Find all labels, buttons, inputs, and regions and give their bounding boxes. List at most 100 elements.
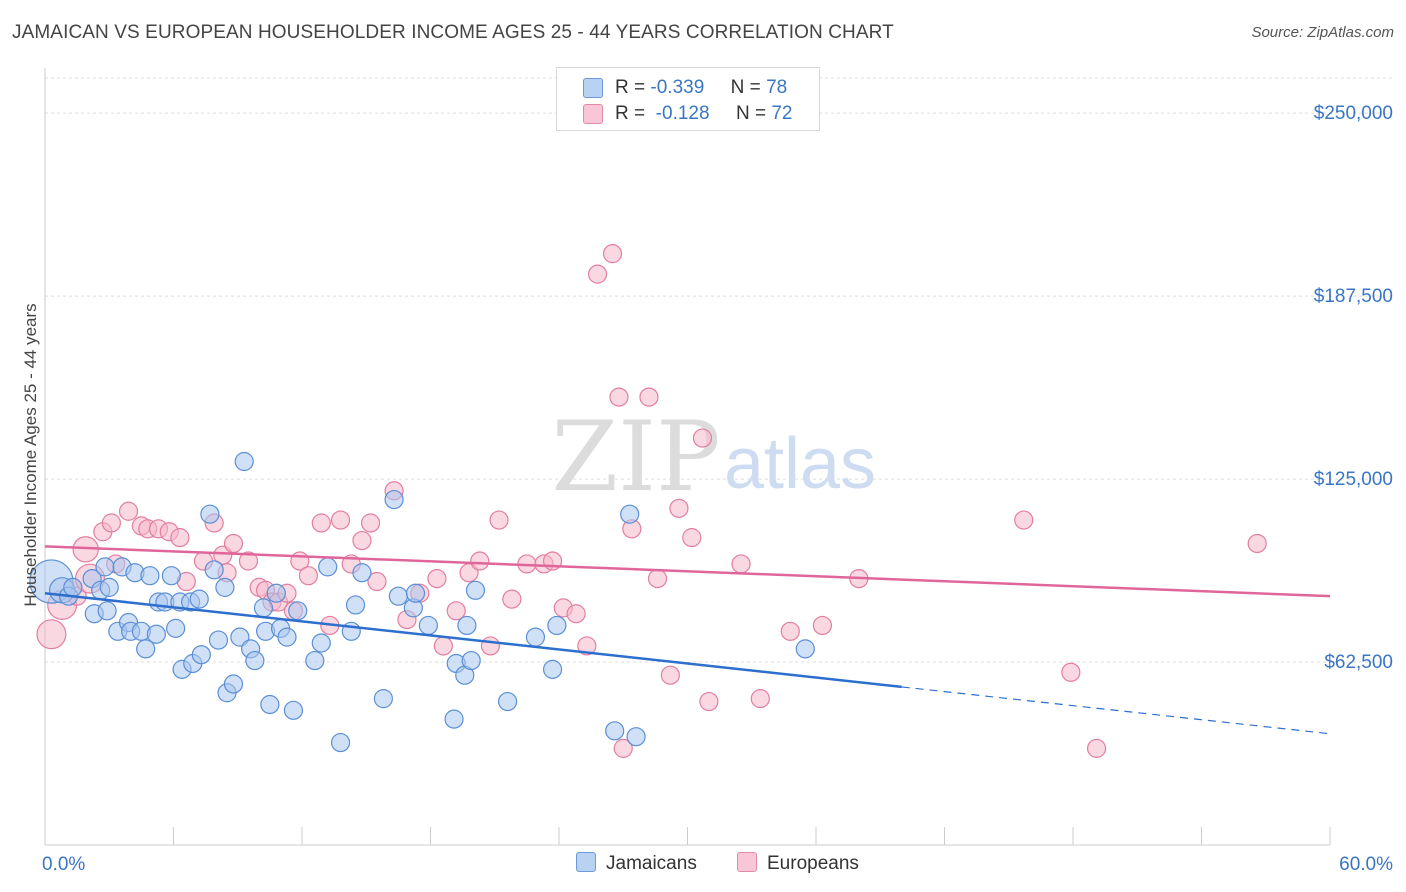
jamaican-point — [311, 633, 331, 653]
jamaican-point — [204, 560, 224, 580]
legend-r-value: -0.339 — [650, 77, 705, 98]
jamaican-point — [388, 586, 408, 606]
legend-r-label: R = — [615, 77, 646, 98]
european-point — [660, 665, 680, 685]
jamaican-point — [283, 700, 304, 720]
jamaican-point — [245, 650, 265, 671]
data-points — [29, 244, 1267, 758]
watermark-atlas: atlas — [724, 424, 876, 504]
european-point — [1247, 533, 1267, 554]
trend-lines — [44, 545, 1331, 735]
legend-swatch-blue — [576, 852, 596, 872]
jamaican-point — [498, 691, 518, 712]
jamaican-point — [200, 504, 220, 524]
x-tick-label-min: 0.0% — [42, 854, 85, 875]
y-tick-label: $187,500 — [1314, 286, 1393, 307]
jamaican-point — [305, 650, 325, 671]
jamaican-point — [191, 645, 211, 665]
chart-title: JAMAICAN VS EUROPEAN HOUSEHOLDER INCOME … — [12, 22, 894, 43]
jamaican-point — [97, 601, 117, 621]
jamaican-point — [140, 566, 160, 586]
legend-item-jamaicans: Jamaicans — [576, 852, 697, 875]
jamaican-point — [542, 659, 563, 679]
source-note: Source: ZipAtlas.com — [1251, 24, 1394, 41]
european-point — [587, 264, 608, 284]
legend-r-label: R = — [615, 103, 646, 124]
jamaican-point — [418, 615, 438, 636]
european-point — [577, 636, 597, 656]
european-point — [609, 387, 629, 407]
jamaican-trend-extension — [901, 686, 1331, 735]
european-point — [699, 691, 719, 712]
jamaican-point — [288, 601, 308, 621]
gridlines — [45, 77, 1395, 663]
european-point — [1086, 738, 1107, 758]
european-point — [639, 387, 659, 407]
european-point — [470, 551, 490, 571]
european-point — [367, 571, 387, 592]
european-point — [682, 528, 702, 548]
y-axis-label: Householder Income Ages 25 - 44 years — [21, 303, 40, 606]
european-trend-line — [44, 545, 1331, 598]
european-point — [647, 568, 668, 589]
jamaican-point — [318, 557, 338, 577]
jamaican-point — [345, 595, 366, 615]
legend-n-value: 72 — [771, 103, 793, 124]
x-tick-label-max: 60.0% — [1339, 854, 1393, 875]
european-point — [352, 530, 372, 551]
jamaican-point — [384, 489, 404, 510]
watermark-zip: ZIP — [551, 401, 720, 513]
european-point — [731, 554, 751, 574]
european-point — [692, 428, 713, 448]
legend-label-jamaicans: Jamaicans — [606, 853, 697, 874]
european-point — [360, 513, 381, 533]
jamaican-point — [547, 615, 567, 636]
jamaican-point — [461, 650, 481, 671]
european-point — [311, 513, 331, 533]
jamaican-point — [95, 557, 115, 577]
legend-swatch-blue — [583, 78, 603, 98]
european-point — [480, 636, 501, 656]
european-point — [750, 689, 770, 709]
legend-n-label: N = — [730, 77, 761, 98]
european-point — [427, 568, 447, 589]
european-point — [780, 621, 800, 641]
legend-swatch-pink — [737, 852, 757, 872]
jamaican-point — [189, 589, 209, 609]
european-point — [489, 510, 509, 530]
european-point — [223, 533, 244, 554]
axes — [44, 68, 1331, 846]
european-point — [170, 528, 190, 548]
tick-labels: $62,500 $125,000 $187,500 $250,000 0.0% 60.0% — [42, 103, 1393, 875]
jamaican-point — [352, 563, 372, 583]
european-point — [1014, 510, 1034, 530]
european-point — [330, 510, 351, 530]
jamaican-point — [795, 639, 815, 659]
european-point — [446, 601, 466, 621]
jamaican-point — [277, 627, 297, 647]
jamaican-point — [223, 674, 244, 694]
watermark: ZIP atlas — [551, 401, 876, 513]
jamaican-point — [99, 577, 119, 597]
jamaican-point — [444, 709, 464, 729]
european-point — [602, 244, 623, 264]
european-point — [238, 551, 259, 571]
european-point — [36, 619, 67, 650]
jamaican-point — [166, 618, 186, 638]
jamaican-point — [330, 732, 351, 753]
jamaican-point — [605, 721, 625, 741]
legend-swatch-pink — [583, 104, 603, 124]
jamaican-point — [266, 583, 286, 603]
y-tick-label: $62,500 — [1324, 652, 1393, 673]
legend-n-label: N = — [735, 103, 767, 124]
y-tick-label: $125,000 — [1314, 469, 1393, 490]
european-point — [669, 498, 689, 518]
european-point — [502, 589, 522, 609]
european-point — [298, 566, 319, 586]
european-point — [613, 738, 633, 758]
european-point — [433, 636, 453, 656]
stats-legend: R = -0.339 N = 78 R = -0.128 N = 72 — [556, 67, 820, 131]
jamaican-point — [136, 639, 156, 659]
jamaican-point — [373, 689, 393, 709]
